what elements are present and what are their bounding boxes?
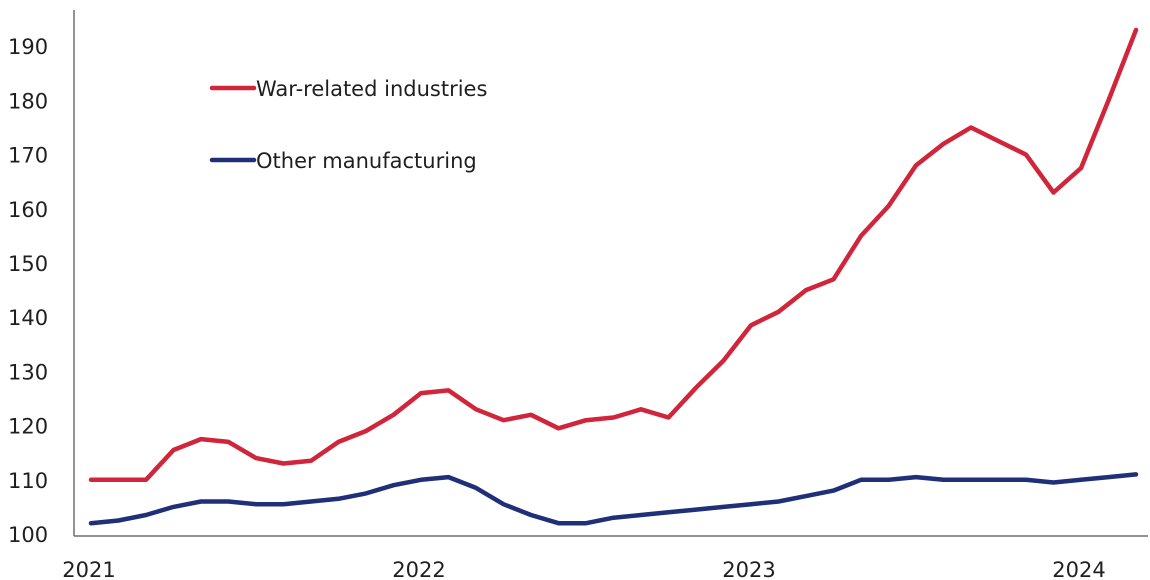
axes [73, 10, 1148, 537]
y-tick-label: 130 [8, 360, 48, 384]
y-tick-label: 170 [8, 144, 48, 168]
y-tick-label: 180 [8, 89, 48, 113]
legend-label: War-related industries [256, 77, 487, 101]
y-tick-label: 190 [8, 35, 48, 59]
y-tick-label: 160 [8, 198, 48, 222]
x-tick-label: 2023 [722, 558, 775, 580]
x-axis-tick-labels: 2021 2022 2023 2024 [62, 558, 1105, 580]
y-tick-label: 100 [8, 523, 48, 547]
series-line-war-related-industries [88, 27, 1139, 483]
y-axis-tick-labels: 100 110 120 130 140 150 160 170 180 190 [8, 35, 48, 547]
y-tick-label: 110 [8, 469, 48, 493]
x-tick-label: 2024 [1052, 558, 1105, 580]
series-line-other-manufacturing [88, 472, 1139, 526]
x-tick-label: 2022 [392, 558, 445, 580]
series-lines [88, 27, 1139, 526]
y-tick-label: 140 [8, 306, 48, 330]
legend: War-related industries Other manufacturin… [209, 77, 487, 173]
y-tick-label: 150 [8, 252, 48, 276]
x-tick-label: 2021 [62, 558, 115, 580]
legend-label: Other manufacturing [256, 149, 477, 173]
y-tick-label: 120 [8, 415, 48, 439]
